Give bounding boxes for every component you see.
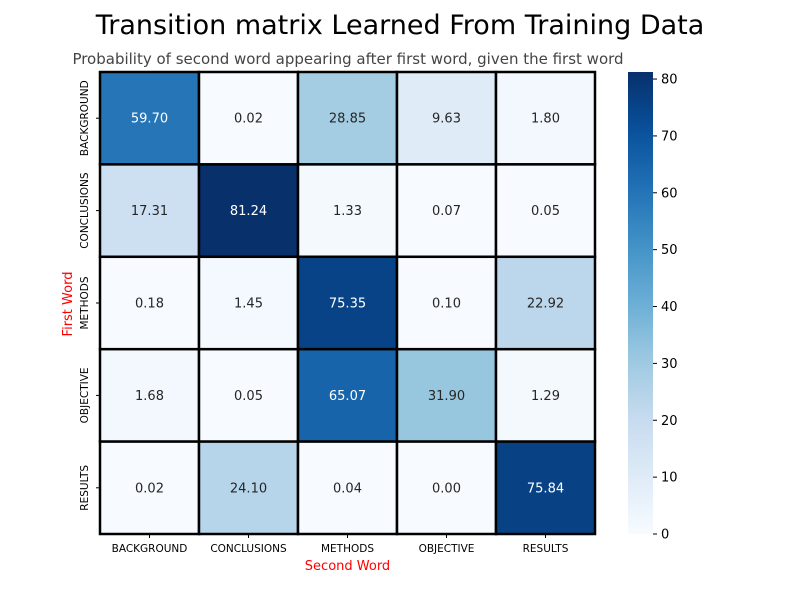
- chart-subtitle: Probability of second word appearing aft…: [72, 50, 623, 68]
- x-tick-label: CONCLUSIONS: [210, 543, 287, 555]
- y-tick-label: CONCLUSIONS: [79, 172, 91, 249]
- heatmap-cell: [494, 163, 597, 259]
- colorbar-tick-label: 20: [661, 414, 678, 429]
- cell-value-label: 0.00: [432, 481, 461, 496]
- cell-value-label: 17.31: [131, 204, 168, 219]
- x-tick-label: BACKGROUND: [112, 543, 188, 555]
- cell-value-label: 1.45: [234, 297, 263, 312]
- colorbar-tick-label: 10: [661, 471, 678, 486]
- colorbar: 0 10 20 30 40 50 60 70 80: [628, 72, 678, 543]
- colorbar-tick-label: 50: [661, 243, 678, 258]
- cell-value-label: 1.33: [333, 204, 362, 219]
- colorbar-tick-label: 30: [661, 357, 678, 372]
- cell-value-label: 1.29: [531, 389, 560, 404]
- cell-value-label: 1.68: [135, 389, 164, 404]
- x-tick-label: RESULTS: [523, 543, 569, 555]
- cell-value-label: 81.24: [230, 204, 267, 219]
- cell-value-label: 0.07: [432, 204, 461, 219]
- x-tick-label: OBJECTIVE: [419, 543, 475, 555]
- x-tick-label: METHODS: [321, 543, 374, 555]
- cell-value-label: 31.90: [428, 389, 465, 404]
- heatmap-cell: [296, 440, 399, 536]
- colorbar-tick-label: 80: [661, 73, 678, 88]
- cell-value-label: 59.70: [131, 112, 168, 127]
- cell-value-label: 1.80: [531, 112, 560, 127]
- chart-title: Transition matrix Learned From Training …: [95, 10, 705, 41]
- cell-value-label: 0.02: [135, 481, 164, 496]
- colorbar-tick-label: 0: [661, 528, 669, 543]
- cell-value-label: 0.10: [432, 297, 461, 312]
- colorbar-tick-label: 70: [661, 129, 678, 144]
- cell-value-label: 65.07: [329, 389, 366, 404]
- heatmap-cell: [197, 255, 300, 351]
- heatmap-cell: [395, 347, 498, 443]
- x-axis-label: Second Word: [305, 559, 390, 574]
- heatmap-cell: [197, 347, 300, 443]
- heatmap-cell: [296, 163, 399, 259]
- heatmap-cell: [395, 255, 498, 351]
- cell-value-label: 0.02: [234, 112, 263, 127]
- cell-value-label: 9.63: [432, 112, 461, 127]
- cell-value-label: 24.10: [230, 481, 267, 496]
- cell-value-label: 22.92: [527, 297, 564, 312]
- cell-value-label: 0.04: [333, 481, 362, 496]
- cell-value-label: 0.05: [531, 204, 560, 219]
- heatmap-cells: [98, 70, 597, 536]
- y-axis-label: First Word: [61, 272, 76, 337]
- colorbar-tick-label: 40: [661, 300, 678, 315]
- y-tick-label: RESULTS: [79, 465, 91, 511]
- cell-value-label: 75.35: [329, 297, 366, 312]
- y-tick-label: METHODS: [79, 276, 91, 329]
- colorbar-tick-label: 60: [661, 186, 678, 201]
- cell-value-label: 0.18: [135, 297, 164, 312]
- x-tick-labels: BACKGROUND CONCLUSIONS METHODS OBJECTIVE RES…: [112, 534, 569, 555]
- cell-value-label: 0.05: [234, 389, 263, 404]
- heatmap-cell: [98, 440, 201, 536]
- colorbar-gradient: [628, 72, 653, 534]
- heatmap-cell: [494, 347, 597, 443]
- cell-value-label: 28.85: [329, 112, 366, 127]
- heatmap-cell: [296, 347, 399, 443]
- cell-value-label: 75.84: [527, 481, 564, 496]
- heatmap-cell: [197, 70, 300, 166]
- y-tick-labels: BACKGROUND CONCLUSIONS METHODS OBJECTIVE RES…: [79, 80, 100, 511]
- heatmap-cell-labels: 59.70 0.02 28.85 9.63 1.80 17.31 81.24 1.33 0.07…: [131, 112, 564, 497]
- y-tick-label: BACKGROUND: [79, 80, 91, 156]
- y-tick-label: OBJECTIVE: [79, 367, 91, 423]
- heatmap-cell: [197, 440, 300, 536]
